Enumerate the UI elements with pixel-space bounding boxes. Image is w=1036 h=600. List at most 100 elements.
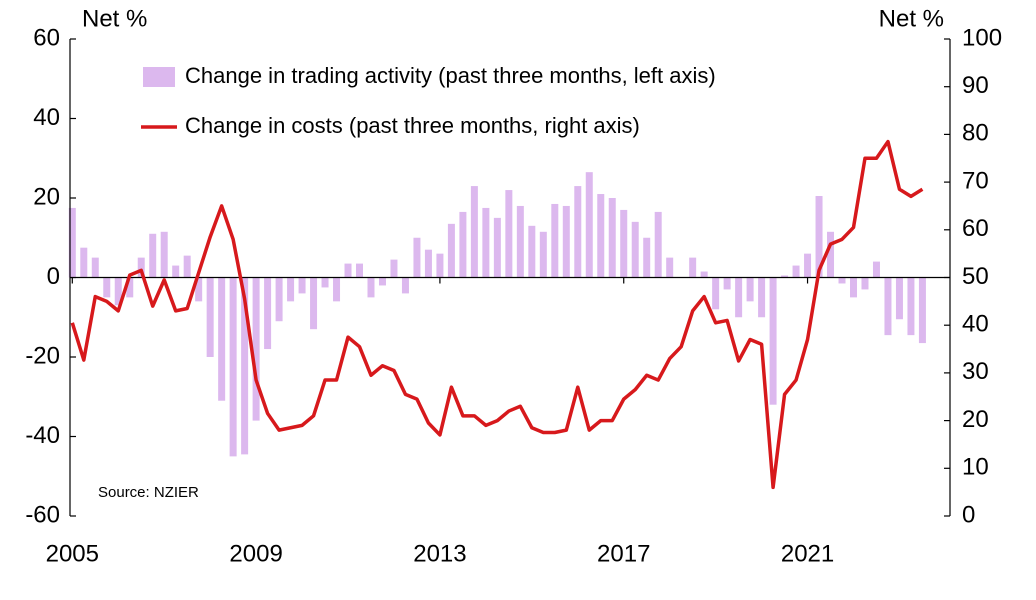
bar: [378, 277, 386, 286]
y2-axis-title: Net %: [879, 5, 944, 32]
bar: [447, 223, 455, 278]
bar: [241, 277, 249, 455]
bar: [861, 277, 869, 290]
bar: [126, 277, 134, 298]
bar: [160, 231, 168, 278]
bar: [585, 172, 593, 278]
bar: [275, 277, 283, 322]
bar: [907, 277, 915, 336]
bar: [482, 207, 490, 278]
bar: [597, 194, 605, 278]
x-tick-label: 2009: [229, 540, 282, 567]
bar: [528, 225, 536, 278]
y-tick-label: -60: [25, 501, 60, 528]
y-tick-label: 20: [33, 183, 60, 210]
y2-tick-label: 60: [962, 215, 989, 242]
bar: [424, 249, 432, 278]
bar: [505, 190, 513, 278]
legend-swatch: [143, 67, 175, 87]
source-note: Source: NZIER: [98, 484, 199, 501]
bar: [815, 196, 823, 278]
y-tick-label: 0: [47, 263, 60, 290]
bar: [344, 263, 352, 278]
x-tick-label: 2021: [781, 540, 834, 567]
y2-tick-label: 0: [962, 501, 975, 528]
bar: [114, 277, 122, 306]
bar: [895, 277, 903, 320]
bar: [91, 257, 99, 278]
bar: [390, 259, 398, 278]
bar: [401, 277, 409, 294]
bar: [849, 277, 857, 298]
bar: [80, 247, 88, 278]
bar: [769, 277, 777, 405]
bar: [827, 231, 835, 278]
bar: [746, 277, 754, 302]
x-tick-label: 2005: [46, 540, 99, 567]
bar: [574, 186, 582, 278]
bar: [551, 203, 559, 278]
y-tick-label: 40: [33, 104, 60, 131]
y-tick-label: -20: [25, 342, 60, 369]
bar: [781, 275, 789, 278]
bar: [252, 277, 260, 421]
bar: [172, 265, 180, 278]
bar: [689, 257, 697, 278]
y2-tick-label: 30: [962, 358, 989, 385]
y2-tick-label: 90: [962, 72, 989, 99]
bar: [195, 277, 203, 302]
bar: [562, 205, 570, 278]
bar: [918, 277, 926, 344]
x-tick-label: 2017: [597, 540, 650, 567]
bar: [68, 207, 76, 278]
legend-label: Change in trading activity (past three m…: [185, 63, 716, 88]
bar: [838, 277, 846, 284]
bar: [804, 253, 812, 278]
bar: [103, 277, 111, 298]
bar: [413, 237, 421, 278]
y-axis-title: Net %: [82, 5, 147, 32]
bar: [631, 221, 639, 278]
bar: [620, 209, 628, 278]
bar: [735, 277, 743, 318]
bar: [298, 277, 306, 294]
x-tick-label: 2013: [413, 540, 466, 567]
bar: [700, 271, 708, 278]
y-tick-label: -40: [25, 422, 60, 449]
y2-tick-label: 80: [962, 120, 989, 147]
bar: [470, 186, 478, 278]
bar: [516, 205, 524, 278]
bar: [310, 277, 318, 330]
bar: [723, 277, 731, 290]
bar: [367, 277, 375, 298]
bar: [758, 277, 766, 318]
bar: [539, 231, 547, 278]
bar: [183, 255, 191, 278]
y2-tick-label: 20: [962, 406, 989, 433]
bar: [654, 211, 662, 278]
bar: [321, 277, 329, 288]
bar: [493, 217, 501, 278]
bar: [333, 277, 341, 302]
bar: [643, 237, 651, 278]
bar: [218, 277, 226, 401]
bar: [206, 277, 214, 357]
bar: [712, 277, 720, 310]
y-tick-label: 60: [33, 24, 60, 51]
y2-tick-label: 50: [962, 263, 989, 290]
y2-tick-label: 10: [962, 454, 989, 481]
bar: [356, 263, 364, 278]
bar: [459, 211, 467, 278]
bar: [872, 261, 880, 278]
bar: [137, 257, 145, 278]
y2-tick-label: 70: [962, 167, 989, 194]
bar: [264, 277, 272, 350]
bar: [287, 277, 295, 302]
bar: [792, 265, 800, 278]
y2-tick-label: 100: [962, 24, 1002, 51]
bar: [608, 198, 616, 278]
bar: [149, 233, 157, 278]
y2-tick-label: 40: [962, 311, 989, 338]
bar: [666, 257, 674, 278]
